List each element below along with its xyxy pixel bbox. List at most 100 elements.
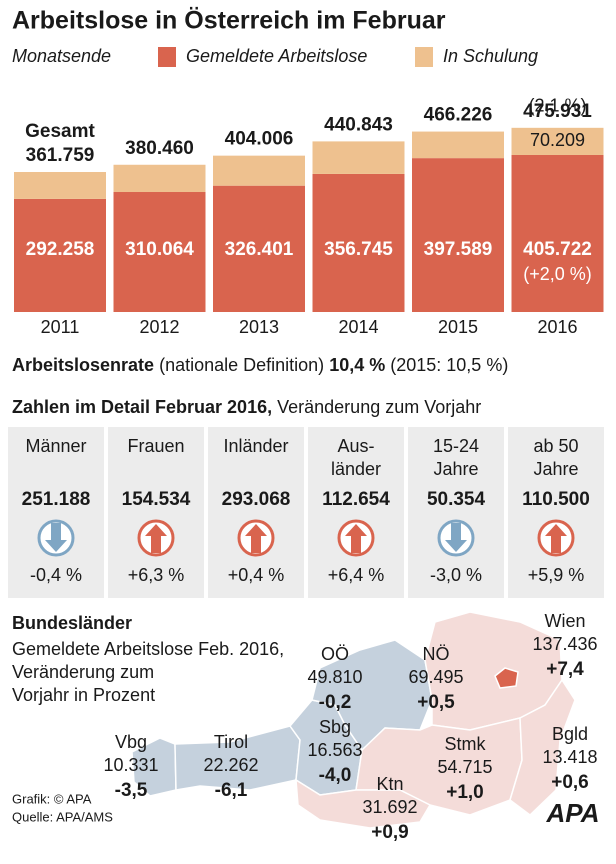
states-subtitle: Vorjahr in Prozent: [12, 685, 155, 705]
bar-segment: [412, 158, 504, 312]
state-value: 22.262: [203, 755, 258, 775]
state-value: 13.418: [542, 747, 597, 767]
state-change: +0,5: [417, 692, 455, 713]
chart-title: Arbeitslose in Österreich im Februar: [12, 6, 446, 35]
state-change: -3,5: [115, 780, 148, 801]
trend-arrow: [37, 519, 75, 557]
x-tick-label: 2011: [41, 317, 80, 337]
state-change: -0,2: [319, 692, 352, 713]
state-value: 49.810: [307, 667, 362, 687]
total-change: (2,1 %): [528, 96, 586, 116]
bar-segment: [113, 164, 206, 193]
value-label: 326.401: [225, 239, 294, 260]
detail-change: -3,0 %: [430, 565, 482, 585]
arrow: [45, 523, 67, 552]
state-name: Ktn: [376, 774, 403, 794]
state-shape: [509, 678, 576, 816]
legend-swatch: [415, 47, 433, 67]
total-label: 404.006: [225, 129, 294, 150]
x-tick-label: 2016: [537, 317, 577, 337]
subtitle: Monatsende: [12, 46, 111, 66]
state-shape: [311, 639, 433, 752]
detail-label: Inländer: [223, 436, 288, 456]
bar-segment: [511, 154, 604, 312]
details-title: Zahlen im Detail Februar 2016,: [12, 397, 272, 417]
trend-arrow: [137, 519, 175, 557]
state-change: -6,1: [215, 780, 248, 801]
state-name: Stmk: [444, 734, 486, 754]
arrow: [545, 524, 567, 553]
state-shape: [494, 667, 519, 689]
legend-swatch: [158, 47, 176, 67]
detail-label: 15-24: [433, 436, 479, 456]
detail-value: 293.068: [222, 489, 291, 510]
state-value: 137.436: [532, 634, 597, 654]
bar-segment: [312, 173, 405, 312]
detail-label: Frauen: [127, 436, 184, 456]
arrow: [145, 524, 167, 553]
legend-label: In Schulung: [443, 46, 538, 66]
bar-segment: [14, 198, 106, 312]
value-label: 356.745: [324, 239, 393, 260]
detail-label: ab 50: [533, 436, 578, 456]
trend-arrow: [337, 519, 375, 557]
total-label: 361.759: [26, 145, 95, 166]
detail-value: 251.188: [22, 489, 91, 510]
detail-box: [308, 427, 404, 598]
details-heading: Zahlen im Detail Februar 2016, Veränderu…: [12, 397, 481, 417]
trend-arrow: [537, 519, 575, 557]
detail-label: Jahre: [433, 459, 478, 479]
detail-change: +6,4 %: [328, 565, 385, 585]
state-name: Sbg: [319, 717, 351, 737]
detail-label: Männer: [25, 436, 86, 456]
value-label: 405.722: [523, 239, 592, 260]
total-label: 440.843: [324, 114, 393, 135]
x-tick-label: 2013: [239, 317, 279, 337]
detail-change: -0,4 %: [30, 565, 82, 585]
state-name: Wien: [544, 611, 585, 631]
rate-label: Arbeitslosenrate: [12, 355, 154, 375]
detail-box: [8, 427, 104, 598]
detail-label: Jahre: [533, 459, 578, 479]
detail-box: [408, 427, 504, 598]
bar-segment: [213, 185, 305, 312]
detail-value: 50.354: [427, 489, 486, 510]
total-title: Gesamt: [25, 121, 95, 142]
state-change: +1,0: [446, 782, 484, 803]
total-label: 380.460: [125, 138, 194, 159]
states-subtitle: Gemeldete Arbeitslose Feb. 2016,: [12, 639, 284, 659]
bar-segment: [511, 127, 604, 155]
total-label: 466.226: [424, 105, 493, 126]
value-label: 70.209: [530, 130, 585, 150]
bar-segment: [14, 171, 106, 199]
state-name: OÖ: [321, 644, 349, 664]
state-name: Bgld: [552, 724, 588, 744]
credit: Grafik: © APA: [12, 791, 92, 806]
rate-value: 10,4 %: [329, 355, 385, 375]
state-shape: [295, 778, 432, 829]
state-change: +0,6: [551, 772, 589, 793]
rate-line: Arbeitslosenrate (nationale Definition) …: [12, 355, 508, 375]
x-tick-label: 2012: [139, 317, 179, 337]
bar-segment: [213, 155, 305, 186]
rate-previous: (2015: 10,5 %): [390, 355, 508, 375]
arrow: [245, 524, 267, 553]
arrow: [345, 524, 367, 553]
state-value: 54.715: [437, 757, 492, 777]
bar-segment: [312, 141, 405, 174]
state-change: +7,4: [546, 659, 584, 680]
detail-value: 112.654: [322, 489, 390, 510]
details-subtitle: Veränderung zum Vorjahr: [277, 397, 481, 417]
bar-segment: [113, 192, 206, 312]
state-value: 69.495: [408, 667, 463, 687]
detail-box: [208, 427, 304, 598]
trend-arrow: [237, 519, 275, 557]
value-label: 310.064: [125, 239, 194, 260]
detail-box: [508, 427, 604, 598]
state-name: NÖ: [423, 644, 450, 664]
detail-change: +5,9 %: [528, 565, 585, 585]
series-change: (+2,0 %): [523, 264, 592, 284]
state-name: Vbg: [115, 732, 147, 752]
logo: APA: [546, 798, 600, 828]
